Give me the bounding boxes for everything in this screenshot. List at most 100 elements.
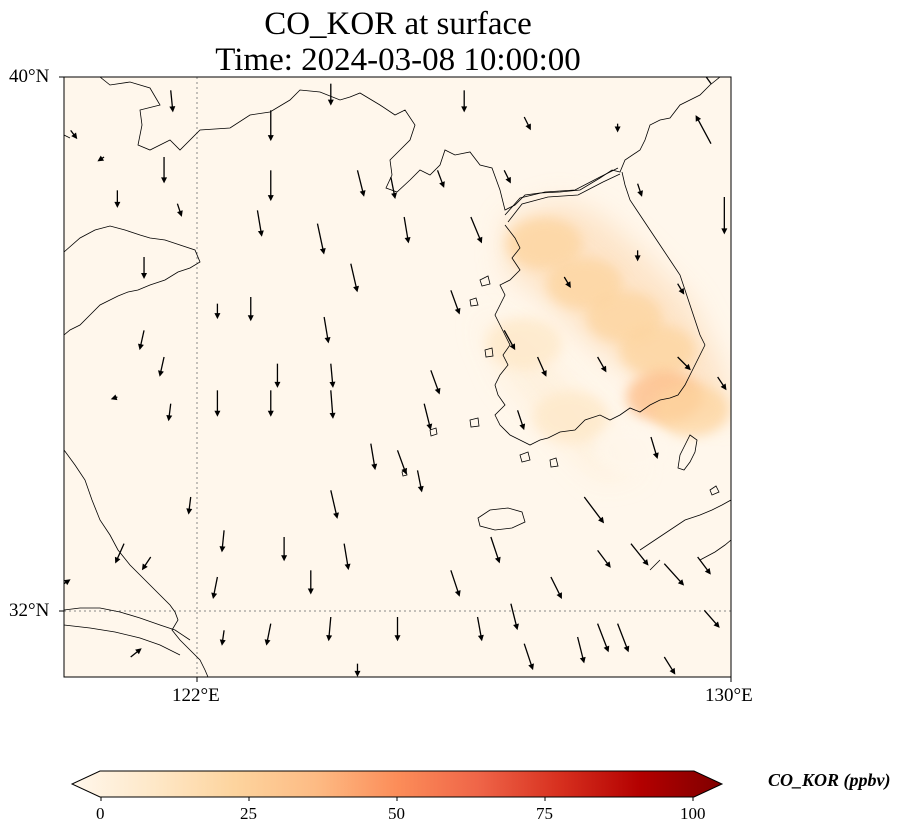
wind-arrow-head <box>565 281 571 288</box>
wind-arrow <box>138 330 145 351</box>
coast-korea-west <box>494 224 549 446</box>
wind-arrow <box>576 636 586 664</box>
coastlines <box>64 77 731 677</box>
wind-arrow <box>717 376 727 391</box>
wind-arrow <box>329 363 336 388</box>
wind-arrow-shaft <box>396 450 406 471</box>
plume-cell <box>486 317 563 370</box>
wind-arrow <box>316 223 326 255</box>
wind-arrow <box>396 450 408 475</box>
wind-arrow <box>503 170 511 184</box>
wind-arrow-head <box>528 663 534 671</box>
wind-arrow-shaft <box>328 616 332 638</box>
wind-arrow <box>423 403 433 431</box>
map-frame <box>63 76 732 678</box>
wind-arrow-shaft <box>330 390 334 415</box>
wind-arrow-head <box>417 485 424 493</box>
wind-arrow-head <box>353 285 359 293</box>
wind-arrow-head <box>439 181 445 188</box>
wind-arrow <box>490 536 501 564</box>
plume-cell <box>652 384 729 437</box>
wind-arrow-head <box>219 639 226 646</box>
wind-arrow <box>350 263 359 293</box>
wind-arrow <box>798 644 811 662</box>
wind-arrow-shaft <box>403 216 409 240</box>
wind-arrow-head <box>344 563 351 571</box>
wind-arrow-head <box>652 452 659 459</box>
plume-cell <box>506 217 583 270</box>
wind-arrow-shaft <box>170 90 174 109</box>
wind-arrow-shaft <box>703 609 718 626</box>
wind-arrow-shaft <box>116 543 125 561</box>
wind-arrow <box>158 356 165 377</box>
wind-arrow <box>390 176 397 199</box>
wind-arrow <box>503 330 516 351</box>
wind-arrow-head <box>700 68 706 75</box>
wind-arrow <box>634 250 641 262</box>
wind-arrow-shaft <box>516 410 524 427</box>
wind-arrow-head <box>354 670 361 677</box>
wind-arrow <box>476 616 484 642</box>
wind-arrow-head <box>267 410 274 417</box>
wind-arrow-head <box>71 132 78 140</box>
coast-jeju <box>477 507 526 531</box>
wind-arrow-shaft <box>663 656 674 672</box>
wind-arrow-shaft <box>450 570 460 594</box>
wind-arrow-head <box>598 516 605 524</box>
wind-arrow <box>114 543 125 564</box>
wind-arrow-head <box>461 106 468 113</box>
wind-arrow-head <box>603 645 610 653</box>
wind-arrow-head <box>333 512 339 519</box>
wind-arrow <box>697 556 711 575</box>
wind-arrow-shaft <box>350 263 358 289</box>
wind-arrow-shaft <box>423 403 431 427</box>
wind-arrow-head <box>623 645 630 653</box>
cb-label-75: 75 <box>536 804 553 823</box>
coast-korea-south <box>547 344 706 439</box>
wind-arrow-shaft <box>650 436 658 456</box>
wind-arrow-shaft <box>168 403 172 418</box>
wind-arrow-shaft <box>470 216 481 240</box>
wind-arrow <box>536 356 547 377</box>
wind-arrow <box>700 68 712 85</box>
wind-arrow-head <box>267 135 274 142</box>
wind-arrow <box>637 183 643 197</box>
wind-arrow <box>219 630 226 646</box>
map-layers <box>64 68 811 677</box>
wind-arrow <box>470 216 483 244</box>
map-title-line2: Time: 2024-03-08 10:00:00 <box>215 42 581 78</box>
wind-arrow-shaft <box>139 330 145 347</box>
wind-arrow <box>141 556 152 571</box>
wind-arrow-head <box>329 381 336 388</box>
wind-arrow <box>523 643 534 671</box>
wind-arrow-shaft <box>596 623 608 649</box>
wind-arrow-head <box>509 343 516 351</box>
wind-arrow <box>563 276 571 288</box>
wind-arrow-head <box>186 508 193 515</box>
wind-arrow-head <box>695 115 702 122</box>
wind-arrow <box>356 170 366 197</box>
colorbar-title: CO_KOR (ppbv) <box>768 770 891 790</box>
wind-arrow-head <box>214 313 221 320</box>
wind-arrow-head <box>634 255 641 262</box>
coast-yangtze <box>64 607 191 656</box>
wind-arrow-shaft <box>436 170 444 185</box>
wind-arrow <box>677 356 691 371</box>
wind-arrow-shaft <box>476 616 482 638</box>
wind-arrow-shaft <box>221 530 225 549</box>
wind-arrow <box>326 616 333 642</box>
cb-label-0: 0 <box>96 804 105 823</box>
wind-arrow-head <box>505 176 511 184</box>
wind-arrow <box>597 356 607 373</box>
wind-arrow <box>516 410 526 431</box>
lon-label-130: 130°E <box>705 685 753 706</box>
wind-arrow <box>430 370 441 395</box>
wind-arrow <box>130 648 142 658</box>
wind-arrow <box>343 543 351 571</box>
wind-arrow <box>663 656 676 675</box>
wind-arrow <box>617 623 630 653</box>
wind-arrow-head <box>434 387 441 395</box>
wind-arrow-head <box>281 555 288 562</box>
wind-arrow <box>614 123 621 133</box>
wind-arrow <box>695 115 712 144</box>
